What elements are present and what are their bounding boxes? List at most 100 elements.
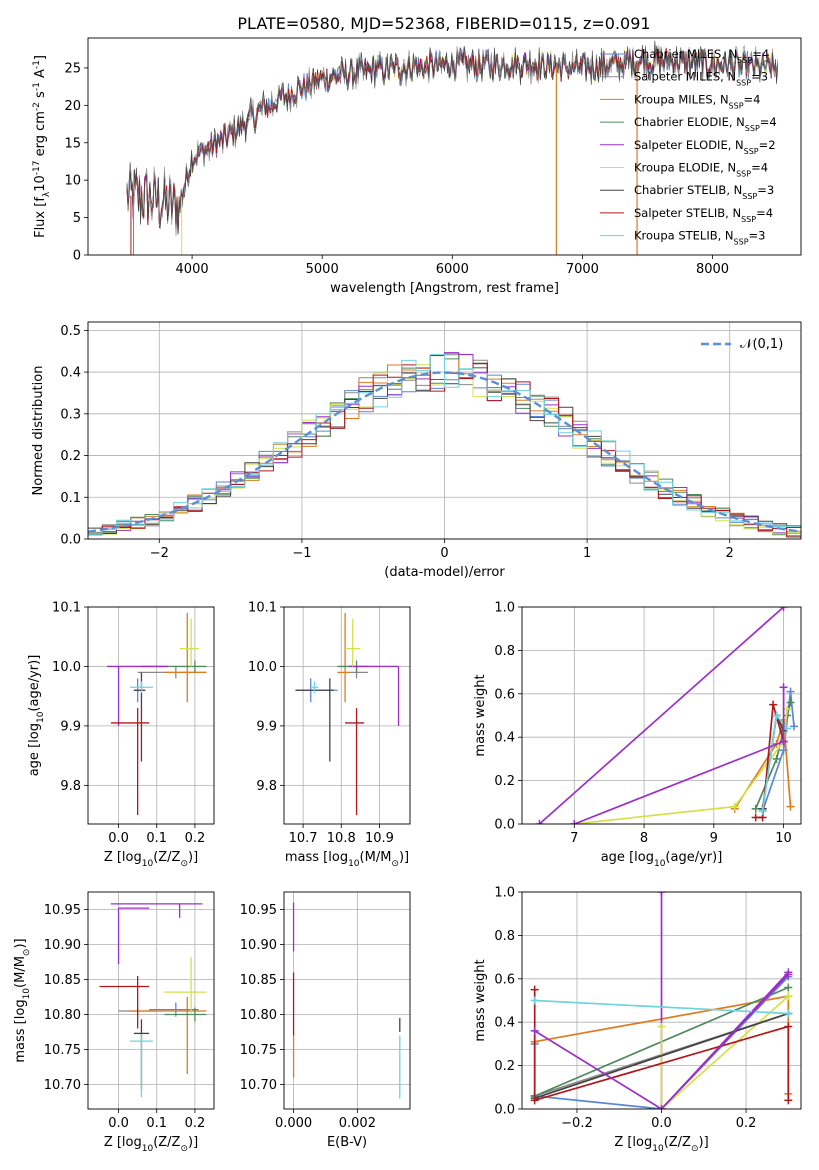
x-axis-label: Z [log10​(Z/Z⊙​)] xyxy=(614,1135,708,1154)
axes-frame xyxy=(283,891,411,1110)
x-tick-label: −2 xyxy=(150,546,169,561)
y-tick-label: 10.1 xyxy=(52,601,81,616)
y-tick-label: 10.80 xyxy=(44,1008,81,1023)
plot-area-weight-vs-Z xyxy=(530,892,793,1109)
plot-area-weight-vs-age xyxy=(535,607,799,824)
y-tick-label: 0.6 xyxy=(494,972,515,987)
x-tick-label: 10.7 xyxy=(289,831,318,846)
x-axis-label: (data-model)/error xyxy=(384,565,505,580)
weight-line-4 xyxy=(660,892,789,1109)
x-tick-label: 1 xyxy=(583,546,591,561)
x-tick-label: 0.1 xyxy=(146,1116,167,1131)
y-tick-label: 10.75 xyxy=(240,1043,277,1058)
y-axis-label: age [log10​(age/yr)] xyxy=(27,655,46,777)
weight-line-4 xyxy=(534,973,789,1109)
axes-residuals: −2 −1 0 1 2 0.0 0.1 0.2 0.3 0.4 0.5 (data-model)/er… xyxy=(31,321,802,580)
x-tick-label: 0.000 xyxy=(275,1116,312,1131)
weight-line-7 xyxy=(533,989,790,1102)
x-tick-label: 0.0 xyxy=(108,1116,129,1131)
y-tick-label: 0.4 xyxy=(494,1016,515,1031)
axes-frame xyxy=(521,891,802,1110)
y-tick-label: 10.90 xyxy=(44,938,81,953)
legend-label: Salpeter MILES, NSSP​=3 xyxy=(634,70,768,88)
plot-area-age-vs-Z xyxy=(107,612,207,816)
y-tick-label: 20 xyxy=(64,99,81,114)
plot-area-residuals xyxy=(88,352,801,538)
legend-label: 𝒩(0,1) xyxy=(740,337,783,352)
weight-line-5 xyxy=(660,995,789,1109)
y-tick-label: 1.0 xyxy=(494,886,515,901)
y-tick-label: 15 xyxy=(64,136,81,151)
x-tick-label: 0.0 xyxy=(108,831,129,846)
x-tick-label: 10 xyxy=(775,831,792,846)
y-tick-label: 9.9 xyxy=(256,719,277,734)
x-tick-label: 0 xyxy=(440,546,448,561)
y-tick-label: 0.3 xyxy=(60,407,81,422)
y-axis-label: Flux [fλ​10-17​ erg cm-2​ s-1​ A-1​] xyxy=(32,55,52,238)
y-axis-label: mass weight xyxy=(473,674,488,756)
legend-label: Chabrier STELIB, NSSP​=3 xyxy=(634,183,774,201)
y-tick-label: 0.8 xyxy=(494,644,515,659)
y-tick-label: 10.95 xyxy=(44,903,81,918)
x-tick-label: 0.002 xyxy=(339,1116,376,1131)
plot-area-age-vs-mass xyxy=(295,612,400,816)
legend-label: Salpeter STELIB, NSSP​=4 xyxy=(634,206,773,224)
axes-age-vs-mass: 10.7 10.8 10.9 9.8 9.9 10.0 10.1 mass [log10​(M… xyxy=(248,601,411,869)
y-tick-label: 0.2 xyxy=(494,1059,515,1074)
y-tick-label: 25 xyxy=(64,61,81,76)
axes-weight-vs-Z: −0.2 0.0 0.2 0.0 0.2 0.4 0.6 0.8 1.0 Z [log10​(Z/… xyxy=(473,886,802,1154)
y-tick-label: 0 xyxy=(73,249,81,264)
y-tick-label: 0.0 xyxy=(60,533,81,548)
x-tick-label: 0.2 xyxy=(185,831,206,846)
legend-label: Kroupa ELODIE, NSSP​=4 xyxy=(634,161,768,179)
axes-frame xyxy=(87,321,802,540)
y-tick-label: 10.1 xyxy=(248,601,277,616)
x-tick-label: 10.9 xyxy=(365,831,394,846)
legend-label: Kroupa STELIB, NSSP​=3 xyxy=(634,229,765,247)
y-axis-label: Normed distribution xyxy=(31,366,46,496)
y-tick-label: 10 xyxy=(64,174,81,189)
plot-area-spectrum xyxy=(126,40,779,255)
residuals-legend: 𝒩(0,1) xyxy=(701,337,783,352)
histogram-step-6 xyxy=(88,355,801,534)
y-tick-label: 9.8 xyxy=(60,779,81,794)
y-tick-label: 0.4 xyxy=(494,731,515,746)
axes-age-vs-Z: 0.0 0.1 0.2 9.8 9.9 10.0 10.1 Z [log10​(Z/Z⊙​)]… xyxy=(27,601,215,869)
weight-line-6 xyxy=(534,1012,789,1100)
gaussian-reference-curve xyxy=(88,371,801,533)
y-tick-label: 9.9 xyxy=(60,719,81,734)
x-tick-label: 0.0 xyxy=(651,1116,672,1131)
y-tick-label: 10.80 xyxy=(240,1008,277,1023)
y-tick-label: 0.2 xyxy=(494,774,515,789)
y-tick-label: 1.0 xyxy=(494,601,515,616)
legend-label: Salpeter ELODIE, NSSP​=2 xyxy=(634,138,776,156)
x-tick-label: −0.2 xyxy=(561,1116,593,1131)
y-tick-label: 0.2 xyxy=(60,449,81,464)
axes-mass-vs-ebv: 0.000 0.002 10.70 10.75 10.80 10.85 10.90 10.95… xyxy=(240,891,411,1150)
legend-label: Chabrier MILES, NSSP​=4 xyxy=(634,47,769,65)
x-axis-label: wavelength [Angstrom, rest frame] xyxy=(330,281,559,296)
axes-spectrum: 4000 5000 6000 7000 8000 0 5 10 15 20 25 wavelength… xyxy=(32,37,802,296)
x-tick-label: 0.2 xyxy=(185,1116,206,1131)
y-tick-label: 10.70 xyxy=(44,1078,81,1093)
axes-frame xyxy=(87,891,215,1110)
plot-area-mass-vs-ebv xyxy=(292,902,401,1099)
y-tick-label: 0.4 xyxy=(60,366,81,381)
x-axis-label: mass [log10​(M/M⊙​)] xyxy=(285,850,409,869)
legend-label: Chabrier ELODIE, NSSP​=4 xyxy=(634,115,777,133)
y-axis-label: mass weight xyxy=(473,959,488,1041)
y-tick-label: 5 xyxy=(73,211,81,226)
legend-label: Kroupa MILES, NSSP​=4 xyxy=(634,92,760,110)
axes-frame xyxy=(521,606,802,825)
axes-frame xyxy=(283,606,411,825)
y-axis-label: mass [log10​(M/M⊙​)] xyxy=(13,938,32,1062)
y-tick-label: 10.70 xyxy=(240,1078,277,1093)
y-tick-label: 0.5 xyxy=(60,324,81,339)
y-tick-label: 10.85 xyxy=(44,973,81,988)
y-tick-label: 10.85 xyxy=(240,973,277,988)
weight-line-8 xyxy=(534,999,789,1015)
x-axis-label: E(B-V) xyxy=(327,1135,367,1150)
y-tick-label: 0.8 xyxy=(494,929,515,944)
